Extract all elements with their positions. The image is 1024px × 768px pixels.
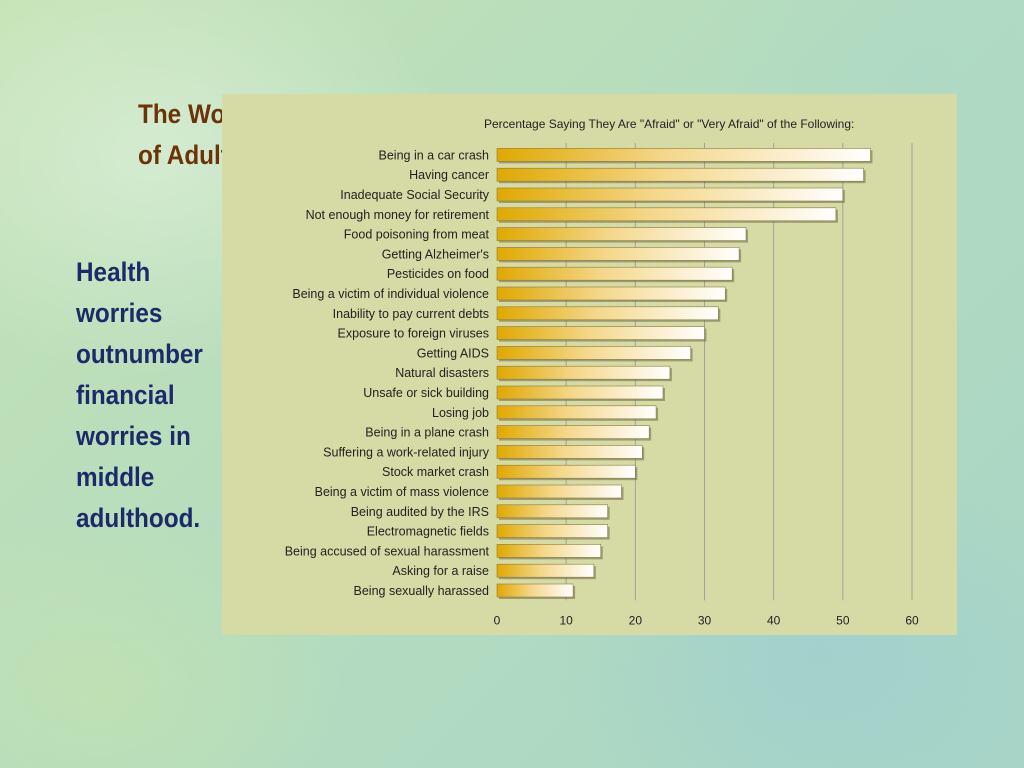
- bar: [496, 544, 602, 558]
- body-text-line: adulthood.: [76, 503, 201, 533]
- category-label: Food poisoning from meat: [344, 228, 490, 242]
- category-label: Unsafe or sick building: [363, 386, 489, 400]
- bars: [496, 148, 873, 599]
- category-label: Not enough money for retirement: [306, 208, 490, 222]
- category-label: Getting Alzheimer's: [382, 247, 489, 261]
- category-label: Electromagnetic fields: [367, 525, 489, 539]
- bar: [496, 445, 643, 459]
- body-text: Health worries outnumber financial worri…: [76, 252, 236, 539]
- category-label: Stock market crash: [382, 465, 489, 479]
- bar: [496, 326, 705, 340]
- x-tick-label: 50: [836, 613, 850, 627]
- body-text-line: worries in: [76, 421, 191, 451]
- x-tick-labels: 0 10 20 30 40 50 60: [494, 613, 919, 627]
- category-label: Being in a plane crash: [365, 426, 489, 440]
- bar: [496, 385, 664, 400]
- category-label: Asking for a raise: [392, 564, 489, 578]
- category-label: Losing job: [432, 406, 489, 420]
- bar: [496, 504, 608, 519]
- bar: [496, 207, 837, 222]
- bar: [496, 346, 691, 360]
- bar: [496, 484, 622, 499]
- category-label: Being a victim of individual violence: [292, 287, 489, 301]
- body-text-line: worries: [76, 298, 163, 328]
- category-label: Natural disasters: [395, 366, 489, 380]
- category-label: Inability to pay current debts: [333, 307, 489, 321]
- bar: [496, 365, 671, 380]
- bar: [496, 187, 844, 202]
- chart-panel: Percentage Saying They Are "Afraid" or "…: [222, 94, 957, 635]
- x-tick-label: 60: [905, 613, 919, 627]
- body-text-line: Health: [76, 257, 151, 287]
- bar: [496, 306, 719, 321]
- chart-title: Percentage Saying They Are "Afraid" or "…: [484, 117, 854, 131]
- bar: [496, 286, 726, 301]
- bar-chart: Percentage Saying They Are "Afraid" or "…: [285, 117, 919, 627]
- body-text-line: middle: [76, 462, 155, 492]
- bar: [496, 247, 740, 261]
- bar: [496, 405, 657, 420]
- category-label: Being accused of sexual harassment: [285, 544, 490, 558]
- bar: [496, 148, 871, 162]
- category-label: Pesticides on food: [387, 267, 489, 281]
- body-text-line: financial: [76, 380, 175, 410]
- bar: [496, 425, 650, 439]
- category-label: Being audited by the IRS: [351, 505, 489, 519]
- category-label: Being in a car crash: [379, 148, 490, 162]
- category-label: Exposure to foreign viruses: [338, 327, 489, 341]
- category-labels: Being in a car crash Having cancer Inadequ…: [285, 148, 490, 598]
- bar: [496, 464, 636, 479]
- category-label: Being a victim of mass violence: [315, 485, 489, 499]
- body-text-line: outnumber: [76, 339, 203, 369]
- x-tick-label: 40: [767, 613, 781, 627]
- category-label: Inadequate Social Security: [340, 188, 489, 202]
- bar: [496, 266, 733, 281]
- bar: [496, 563, 595, 578]
- bar: [496, 524, 608, 538]
- x-tick-label: 20: [629, 613, 643, 627]
- bar: [496, 583, 574, 598]
- bar: [496, 167, 864, 182]
- x-tick-label: 0: [494, 613, 501, 627]
- category-label: Having cancer: [409, 168, 489, 182]
- x-tick-label: 10: [559, 613, 573, 627]
- category-label: Suffering a work-related injury: [323, 445, 490, 459]
- category-label: Getting AIDS: [417, 346, 489, 360]
- x-tick-label: 30: [698, 613, 712, 627]
- category-label: Being sexually harassed: [354, 584, 490, 598]
- bar: [496, 227, 747, 241]
